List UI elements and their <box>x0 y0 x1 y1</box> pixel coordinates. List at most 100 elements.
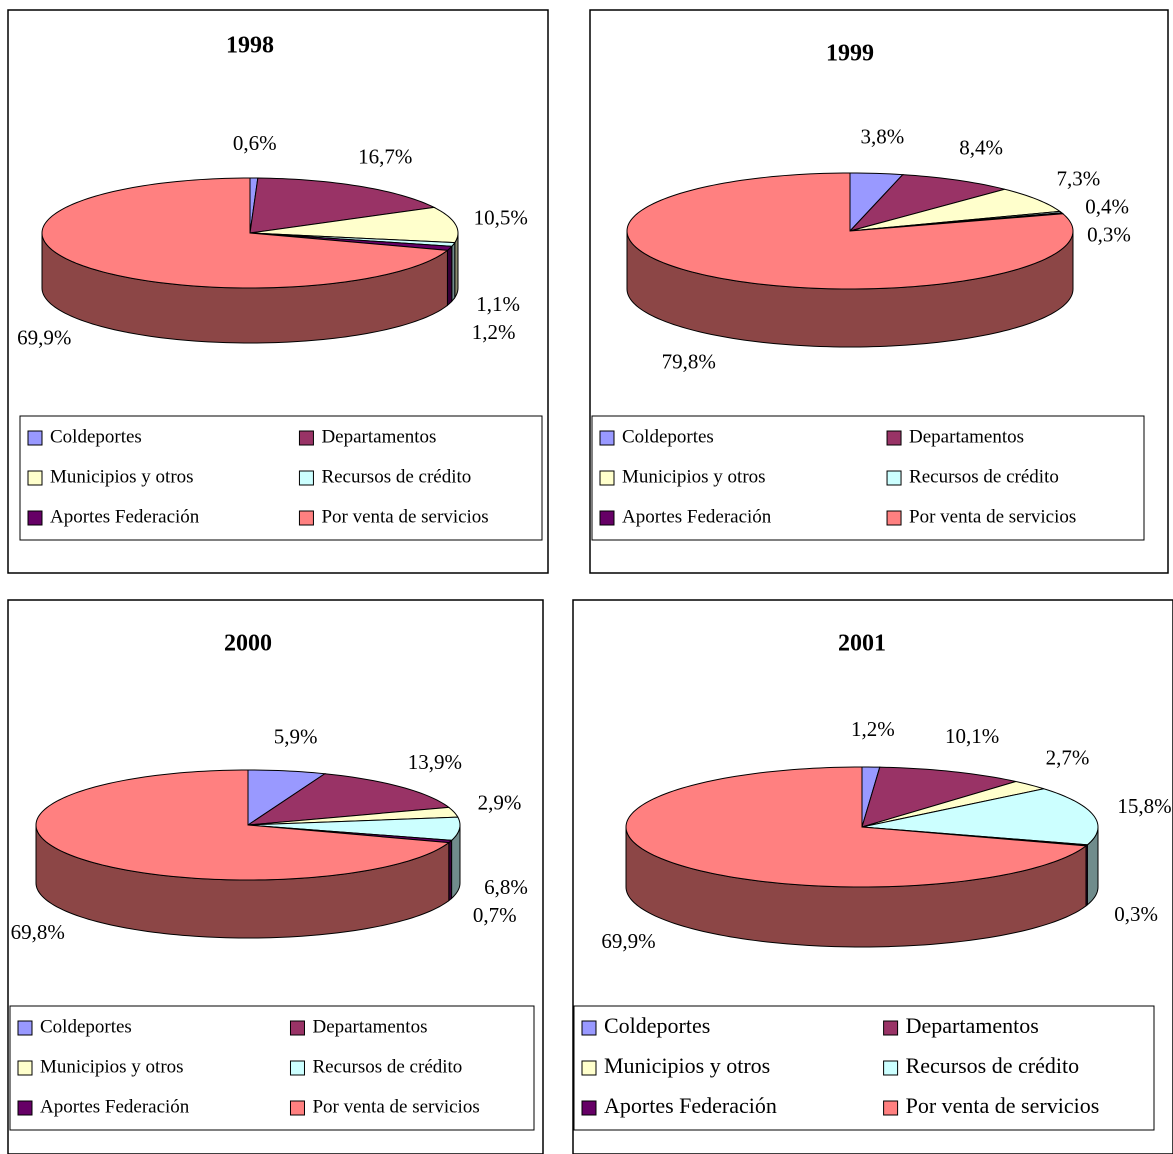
pie-slice <box>626 172 1074 290</box>
pie-slice <box>848 174 1005 232</box>
chart-title: 1999 <box>826 41 874 67</box>
legend-swatch <box>17 1020 33 1036</box>
legend-swatch <box>883 1060 899 1076</box>
legend-label: Municipios y otros <box>604 1053 770 1078</box>
legend-label: Recursos de crédito <box>312 1056 462 1077</box>
value-label: 0,6% <box>233 131 277 155</box>
pie-slice <box>249 177 436 234</box>
legend-label: Aportes Federación <box>622 506 772 527</box>
legend-label: Municipios y otros <box>50 466 194 487</box>
legend-label: Aportes Federación <box>40 1096 190 1117</box>
value-label: 16,7% <box>358 144 412 168</box>
legend-label: Departamentos <box>321 426 436 447</box>
pie-slice <box>861 788 1099 846</box>
value-label: 15,8% <box>1117 794 1171 818</box>
legend-label: Recursos de crédito <box>906 1053 1080 1078</box>
pie-slice <box>247 816 461 841</box>
legend-label: Aportes Federación <box>604 1093 777 1118</box>
legend-label: Por venta de servicios <box>906 1093 1100 1118</box>
legend-swatch <box>27 430 43 446</box>
legend-swatch <box>581 1100 597 1116</box>
value-label: 0,4% <box>1085 194 1129 218</box>
pie-slice <box>35 769 451 881</box>
panel-border <box>572 599 1173 1154</box>
legend-swatch <box>27 510 43 526</box>
legend-swatch <box>886 510 902 526</box>
legend-swatch <box>298 510 314 526</box>
legend-swatch <box>17 1060 33 1076</box>
legend-label: Por venta de servicios <box>312 1096 479 1117</box>
legend-swatch <box>599 470 615 486</box>
legend-swatch <box>886 470 902 486</box>
panel-border <box>7 599 544 1154</box>
legend-swatch <box>599 430 615 446</box>
value-label: 1,2% <box>472 320 516 344</box>
panel-border <box>589 9 1169 574</box>
legend-label: Coldeportes <box>40 1016 132 1037</box>
legend-label: Aportes Federación <box>50 506 200 527</box>
value-label: 2,7% <box>1046 746 1090 770</box>
legend-label: Coldeportes <box>50 426 142 447</box>
value-label: 5,9% <box>274 724 318 748</box>
legend-box <box>9 1005 535 1131</box>
legend-swatch <box>289 1020 305 1036</box>
value-label: 1,2% <box>851 717 895 741</box>
legend-label: Municipios y otros <box>622 466 766 487</box>
value-label: 0,3% <box>1114 902 1158 926</box>
value-label: 1,1% <box>476 292 520 316</box>
pie-slice <box>247 806 459 826</box>
legend-swatch <box>298 470 314 486</box>
legend-label: Municipios y otros <box>40 1056 184 1077</box>
legend-swatch <box>289 1100 305 1116</box>
value-label: 69,8% <box>11 920 65 944</box>
legend-label: Recursos de crédito <box>909 466 1059 487</box>
legend-swatch <box>883 1020 899 1036</box>
legend-swatch <box>581 1020 597 1036</box>
legend-label: Por venta de servicios <box>321 506 488 527</box>
value-label: 13,9% <box>408 750 462 774</box>
pie-slice <box>861 766 1016 828</box>
legend-label: Departamentos <box>909 426 1024 447</box>
legend-swatch <box>27 470 43 486</box>
legend-swatch <box>581 1060 597 1076</box>
legend-swatch <box>17 1100 33 1116</box>
legend-label: Por venta de servicios <box>909 506 1076 527</box>
value-label: 7,3% <box>1056 166 1100 190</box>
value-label: 8,4% <box>959 135 1003 159</box>
legend-swatch <box>883 1100 899 1116</box>
value-label: 69,9% <box>17 325 71 349</box>
panel-border <box>7 9 549 574</box>
value-label: 10,5% <box>474 205 528 229</box>
value-label: 0,3% <box>1087 222 1131 246</box>
legend-label: Recursos de crédito <box>321 466 471 487</box>
legend-label: Departamentos <box>906 1013 1039 1038</box>
value-label: 2,9% <box>478 790 522 814</box>
legend-swatch <box>298 430 314 446</box>
legend-swatch <box>886 430 902 446</box>
chart-title: 1998 <box>226 33 274 59</box>
value-label: 3,8% <box>861 125 905 149</box>
legend-label: Coldeportes <box>604 1013 710 1038</box>
chart-title: 2000 <box>224 631 272 657</box>
value-label: 0,7% <box>473 903 517 927</box>
legend-swatch <box>289 1060 305 1076</box>
legend-box <box>19 415 543 541</box>
value-label: 69,9% <box>601 929 655 953</box>
legend-label: Coldeportes <box>622 426 714 447</box>
legend-box <box>591 415 1145 541</box>
value-label: 6,8% <box>484 875 528 899</box>
legend-label: Departamentos <box>312 1016 427 1037</box>
legend-box <box>573 1005 1155 1131</box>
pie-slice <box>861 780 1044 828</box>
pie-slice <box>41 177 449 289</box>
chart-title: 2001 <box>838 631 886 657</box>
legend-swatch <box>599 510 615 526</box>
value-label: 10,1% <box>945 724 999 748</box>
slice-side <box>446 245 453 307</box>
value-label: 79,8% <box>662 350 716 374</box>
pie-slice <box>247 773 451 826</box>
pie-slice <box>249 206 459 244</box>
pie-slice <box>625 766 1088 888</box>
pie-slice <box>849 188 1062 232</box>
